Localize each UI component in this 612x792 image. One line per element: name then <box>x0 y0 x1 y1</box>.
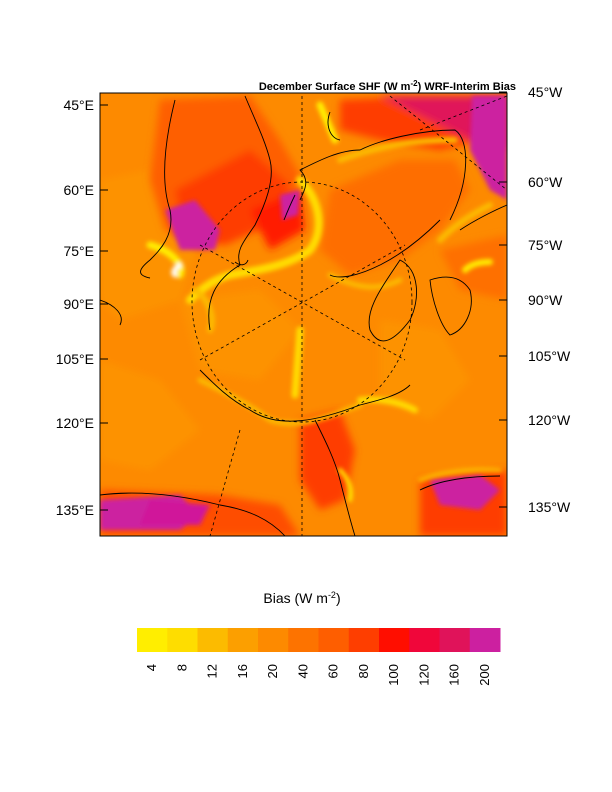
left-label-2: 75°E <box>63 243 94 259</box>
colorbar-tick-label: 4 <box>144 664 159 671</box>
colorbar-box <box>197 628 229 652</box>
colorbar-box <box>258 628 289 652</box>
left-axis-labels: 45°E 60°E 75°E 90°E 105°E 120°E 135°E <box>56 97 94 518</box>
colorbar-box <box>167 628 198 652</box>
coastlines <box>100 95 507 536</box>
right-axis <box>499 91 507 508</box>
map-field <box>100 93 507 536</box>
shading-yellow <box>146 101 502 502</box>
right-label-4: 105°W <box>528 348 571 364</box>
colorbar-tick-label: 160 <box>447 664 462 686</box>
colorbar-tick-label: 200 <box>477 664 492 686</box>
colorbar-tick-label: 40 <box>295 664 310 678</box>
left-label-1: 60°E <box>63 182 94 198</box>
right-axis-labels: 45°W 60°W 75°W 90°W 105°W 120°W 135°W <box>528 84 571 515</box>
colorbar-tick-label: 60 <box>326 664 341 678</box>
map-title: December Surface SHF (W m-2) WRF-Interim… <box>259 79 516 93</box>
colorbar-box <box>439 628 471 652</box>
colorbar-tick-label: 120 <box>416 664 431 686</box>
left-label-3: 90°E <box>63 296 94 312</box>
left-label-5: 120°E <box>56 415 94 431</box>
colorbar-box <box>409 628 440 652</box>
graticule <box>191 95 507 536</box>
colorbar-tick-label: 16 <box>235 664 250 678</box>
right-label-5: 120°W <box>528 412 571 428</box>
colorbar-box <box>227 628 259 652</box>
colorbar-box <box>288 628 319 652</box>
right-label-0: 45°W <box>528 84 563 100</box>
colorbar-box <box>469 628 501 652</box>
right-label-3: 90°W <box>528 292 563 308</box>
colorbar-box <box>348 628 380 652</box>
colorbar-tick-label: 20 <box>265 664 280 678</box>
colorbar-tick-label: 8 <box>174 664 189 671</box>
colorbar-label: Bias (W m-2) <box>263 590 340 606</box>
right-label-2: 75°W <box>528 237 563 253</box>
colorbar-boxes <box>137 628 501 652</box>
colorbar-tick-label: 80 <box>356 664 371 678</box>
colorbar-box <box>379 628 410 652</box>
colorbar-ticks: 4 8 12 16 20 40 60 80 100 120 160 200 <box>144 664 492 686</box>
left-label-4: 105°E <box>56 351 94 367</box>
colorbar-tick-label: 100 <box>386 664 401 686</box>
colorbar-box <box>137 628 168 652</box>
colorbar-tick-label: 12 <box>205 664 220 678</box>
left-axis <box>100 104 108 511</box>
map-frame <box>99 92 508 537</box>
shading-magenta <box>100 96 507 530</box>
right-label-6: 135°W <box>528 499 571 515</box>
left-label-6: 135°E <box>56 502 94 518</box>
right-label-1: 60°W <box>528 174 563 190</box>
left-label-0: 45°E <box>63 97 94 113</box>
colorbar-box <box>318 628 350 652</box>
